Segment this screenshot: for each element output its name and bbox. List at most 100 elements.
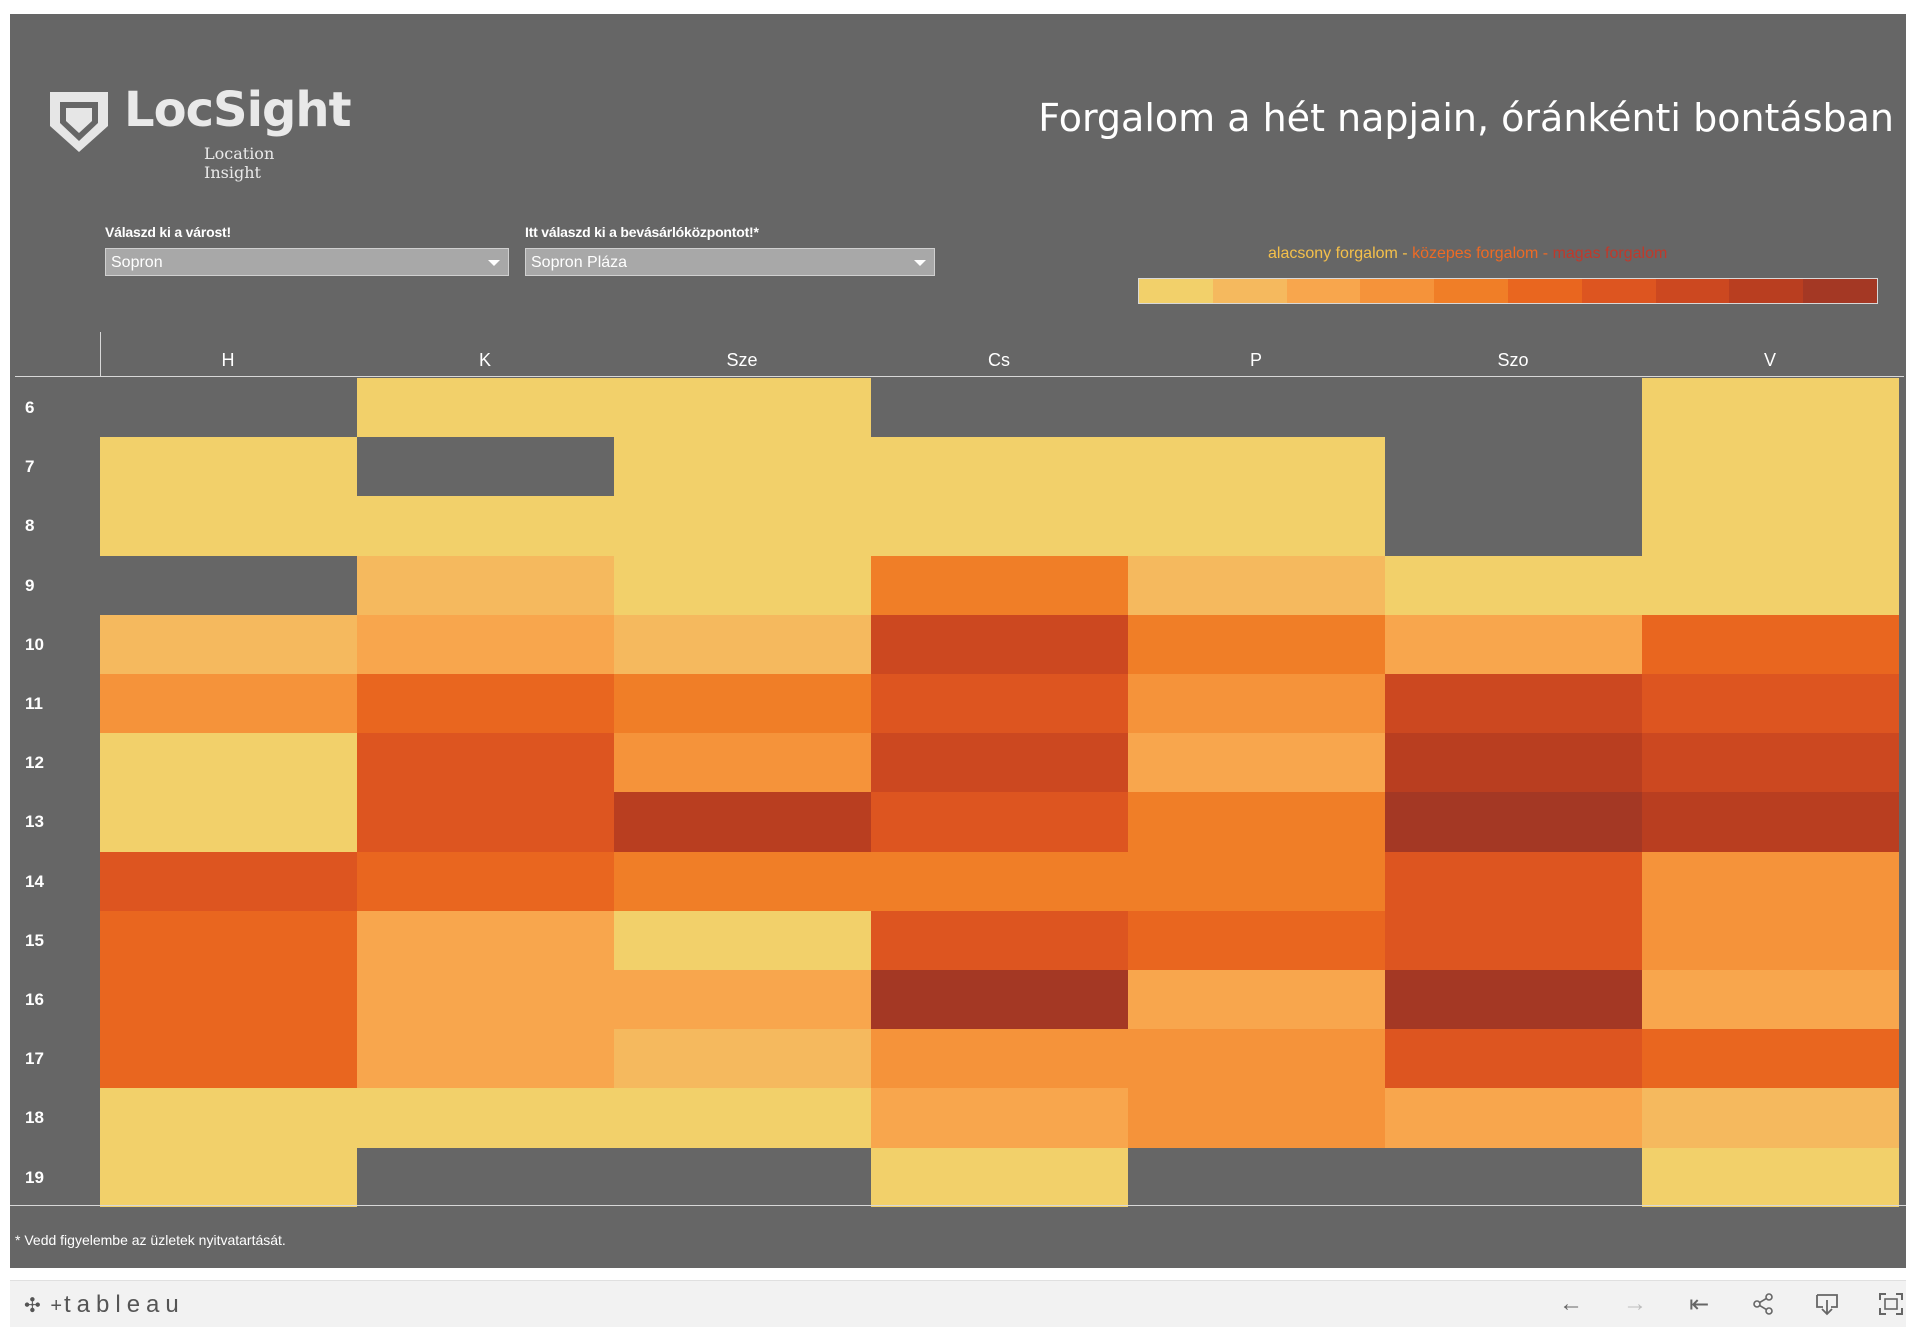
heatmap-cell[interactable] <box>1128 911 1385 970</box>
heatmap-cell[interactable] <box>1128 674 1385 733</box>
share-button[interactable] <box>1746 1289 1780 1319</box>
city-dropdown[interactable]: Sopron <box>105 248 509 276</box>
heatmap-cell[interactable] <box>1128 615 1385 674</box>
heatmap-cell[interactable] <box>1642 615 1899 674</box>
heatmap-cell[interactable] <box>1642 1148 1899 1207</box>
heatmap-cell[interactable] <box>357 1029 614 1088</box>
heatmap-cell[interactable] <box>1642 911 1899 970</box>
heatmap-cell[interactable] <box>357 378 614 437</box>
heatmap-cell[interactable] <box>100 1088 357 1148</box>
heatmap-cell[interactable] <box>1642 1029 1899 1088</box>
heatmap-cell[interactable] <box>1385 615 1642 674</box>
heatmap-cell[interactable] <box>871 615 1128 674</box>
heatmap-cell[interactable] <box>100 792 357 852</box>
heatmap-cell[interactable] <box>614 970 871 1029</box>
heatmap-cell[interactable] <box>1642 674 1899 733</box>
fullscreen-button[interactable] <box>1874 1289 1908 1319</box>
heatmap-cell[interactable] <box>100 615 357 674</box>
heatmap-cell[interactable] <box>1642 970 1899 1029</box>
heatmap-cell[interactable] <box>1128 852 1385 911</box>
heatmap-cell[interactable] <box>357 970 614 1029</box>
heatmap-cell[interactable] <box>100 1029 357 1088</box>
heatmap-cell[interactable] <box>871 1148 1128 1207</box>
heatmap-cell[interactable] <box>871 792 1128 852</box>
header-rule <box>15 376 1904 377</box>
heatmap-cell[interactable] <box>1642 556 1899 615</box>
row-label: 6 <box>25 398 35 417</box>
mall-dropdown[interactable]: Sopron Pláza <box>525 248 935 276</box>
heatmap-cell[interactable] <box>871 733 1128 792</box>
heatmap-cell[interactable] <box>1385 1088 1642 1148</box>
heatmap-cell[interactable] <box>614 852 871 911</box>
heatmap-cell[interactable] <box>871 437 1128 496</box>
heatmap-cell[interactable] <box>1128 792 1385 852</box>
heatmap-cell[interactable] <box>614 615 871 674</box>
heatmap-cell[interactable] <box>1642 437 1899 496</box>
heatmap-cell[interactable] <box>357 1088 614 1148</box>
legend-swatch <box>1360 279 1435 303</box>
heatmap-cell[interactable] <box>1642 792 1899 852</box>
redo-button[interactable]: → <box>1618 1289 1652 1319</box>
heatmap-cell[interactable] <box>100 911 357 970</box>
heatmap-cell[interactable] <box>100 1148 357 1207</box>
heatmap-cell[interactable] <box>1128 1088 1385 1148</box>
heatmap-cell[interactable] <box>614 378 871 437</box>
heatmap-cell[interactable] <box>100 733 357 792</box>
heatmap-cell[interactable] <box>1385 970 1642 1029</box>
heatmap-cell[interactable] <box>1128 556 1385 615</box>
heatmap-cell[interactable] <box>614 733 871 792</box>
heatmap-cell[interactable] <box>357 733 614 792</box>
heatmap-cell[interactable] <box>1385 792 1642 852</box>
heatmap-cell[interactable] <box>871 1088 1128 1148</box>
revert-button[interactable]: ⇤ <box>1682 1289 1716 1319</box>
heatmap-cell[interactable] <box>871 970 1128 1029</box>
heatmap-cell[interactable] <box>614 911 871 970</box>
heatmap-cell[interactable] <box>614 556 871 615</box>
heatmap-cell[interactable] <box>614 792 871 852</box>
heatmap-cell[interactable] <box>614 1029 871 1088</box>
heatmap-cell[interactable] <box>1642 378 1899 437</box>
undo-button[interactable]: ← <box>1554 1289 1588 1319</box>
heatmap-cell[interactable] <box>1642 852 1899 911</box>
heatmap-cell[interactable] <box>100 437 357 496</box>
heatmap-cell[interactable] <box>1385 1029 1642 1088</box>
heatmap-cell[interactable] <box>871 674 1128 733</box>
heatmap-cell[interactable] <box>100 674 357 733</box>
heatmap-cell[interactable] <box>357 674 614 733</box>
heatmap-cell[interactable] <box>614 1088 871 1148</box>
heatmap-cell[interactable] <box>357 911 614 970</box>
heatmap-cell[interactable] <box>1642 496 1899 556</box>
heatmap-cell[interactable] <box>1128 970 1385 1029</box>
heatmap-cell[interactable] <box>1128 496 1385 556</box>
legend-swatch <box>1286 279 1361 303</box>
heatmap-cell[interactable] <box>1642 1088 1899 1148</box>
heatmap-cell[interactable] <box>357 496 614 556</box>
heatmap-cell[interactable] <box>1128 733 1385 792</box>
heatmap-cell[interactable] <box>871 556 1128 615</box>
heatmap-cell[interactable] <box>357 615 614 674</box>
heatmap-cell[interactable] <box>100 970 357 1029</box>
heatmap-cell[interactable] <box>1385 733 1642 792</box>
heatmap-cell[interactable] <box>357 852 614 911</box>
heatmap-cell[interactable] <box>1385 556 1642 615</box>
heatmap-cell[interactable] <box>100 496 357 556</box>
mall-dropdown-value: Sopron Pláza <box>531 254 628 271</box>
heatmap-cell[interactable] <box>100 852 357 911</box>
heatmap-cell[interactable] <box>1385 674 1642 733</box>
heatmap-cell[interactable] <box>1385 852 1642 911</box>
locsight-logo: LocSight Location Insight <box>34 76 352 182</box>
heatmap-cell[interactable] <box>614 496 871 556</box>
heatmap-cell[interactable] <box>871 911 1128 970</box>
heatmap-cell[interactable] <box>1642 733 1899 792</box>
heatmap-cell[interactable] <box>614 437 871 496</box>
heatmap-cell[interactable] <box>871 852 1128 911</box>
heatmap-cell[interactable] <box>357 792 614 852</box>
download-button[interactable] <box>1810 1289 1844 1319</box>
heatmap-cell[interactable] <box>1128 437 1385 496</box>
heatmap-cell[interactable] <box>1128 1029 1385 1088</box>
heatmap-cell[interactable] <box>357 556 614 615</box>
heatmap-cell[interactable] <box>614 674 871 733</box>
heatmap-cell[interactable] <box>871 496 1128 556</box>
heatmap-cell[interactable] <box>871 1029 1128 1088</box>
heatmap-cell[interactable] <box>1385 911 1642 970</box>
